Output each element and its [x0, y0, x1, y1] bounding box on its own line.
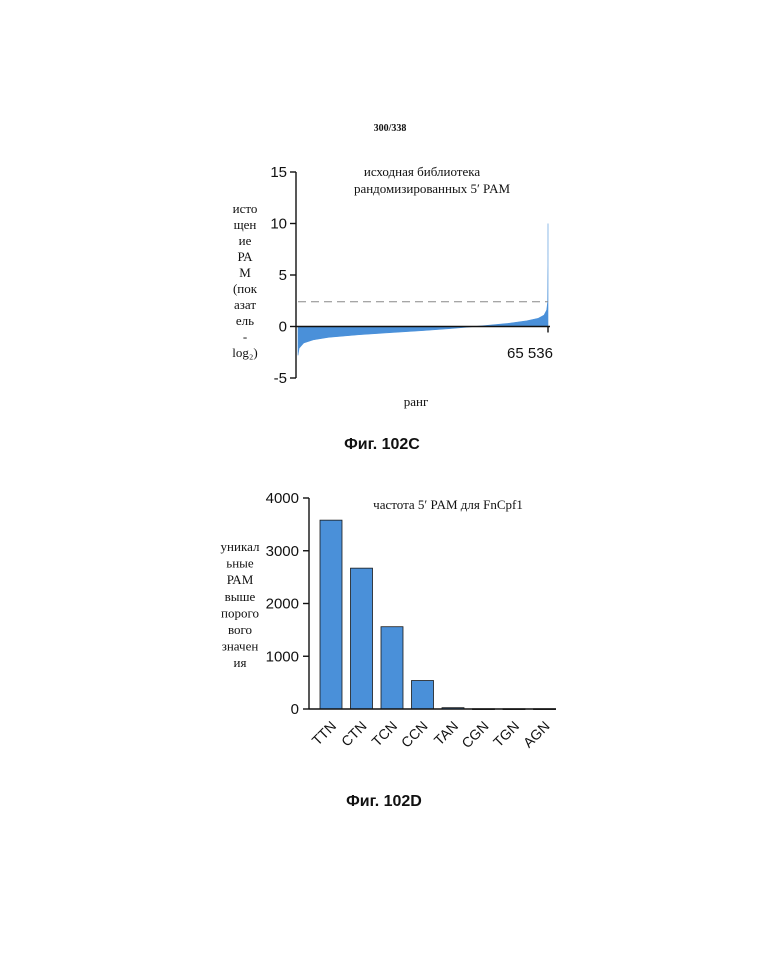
x-tick-label: AGN: [520, 718, 553, 751]
bar-ttn: [320, 520, 342, 709]
y-axis-label-line: вого: [228, 622, 252, 637]
y-tick-label: 2000: [266, 596, 299, 613]
figure-caption-102d: Фиг. 102D: [0, 793, 774, 811]
figure-caption-102c: Фиг. 102C: [0, 436, 772, 454]
x-tick-label: TGN: [490, 718, 522, 750]
y-tick-label: 1000: [266, 648, 299, 665]
y-axis-label-line: ьные: [226, 556, 254, 571]
y-tick-label: 3000: [266, 543, 299, 560]
x-tick-label: TAN: [431, 718, 461, 748]
y-tick-label: 0: [291, 701, 299, 718]
bar-ccn: [412, 681, 434, 709]
x-tick-label: CCN: [398, 718, 431, 751]
y-axis-label-line: значен: [222, 639, 259, 654]
bar-tcn: [381, 627, 403, 709]
y-tick-label: 4000: [266, 490, 299, 507]
x-tick-label: CTN: [338, 718, 370, 750]
y-axis-label-line: ия: [234, 655, 247, 670]
x-tick-label: TCN: [368, 718, 400, 750]
bar-ctn: [351, 568, 373, 709]
y-axis-label-line: уникал: [221, 539, 260, 554]
x-tick-label: TTN: [309, 718, 340, 749]
y-axis-label-line: выше: [225, 589, 256, 604]
x-tick-label: CGN: [458, 718, 491, 751]
y-axis-label-line: РАМ: [227, 572, 254, 587]
y-axis-label-line: порого: [221, 605, 259, 620]
chart-title: частота 5′ PAM для FnCpf1: [373, 497, 523, 512]
